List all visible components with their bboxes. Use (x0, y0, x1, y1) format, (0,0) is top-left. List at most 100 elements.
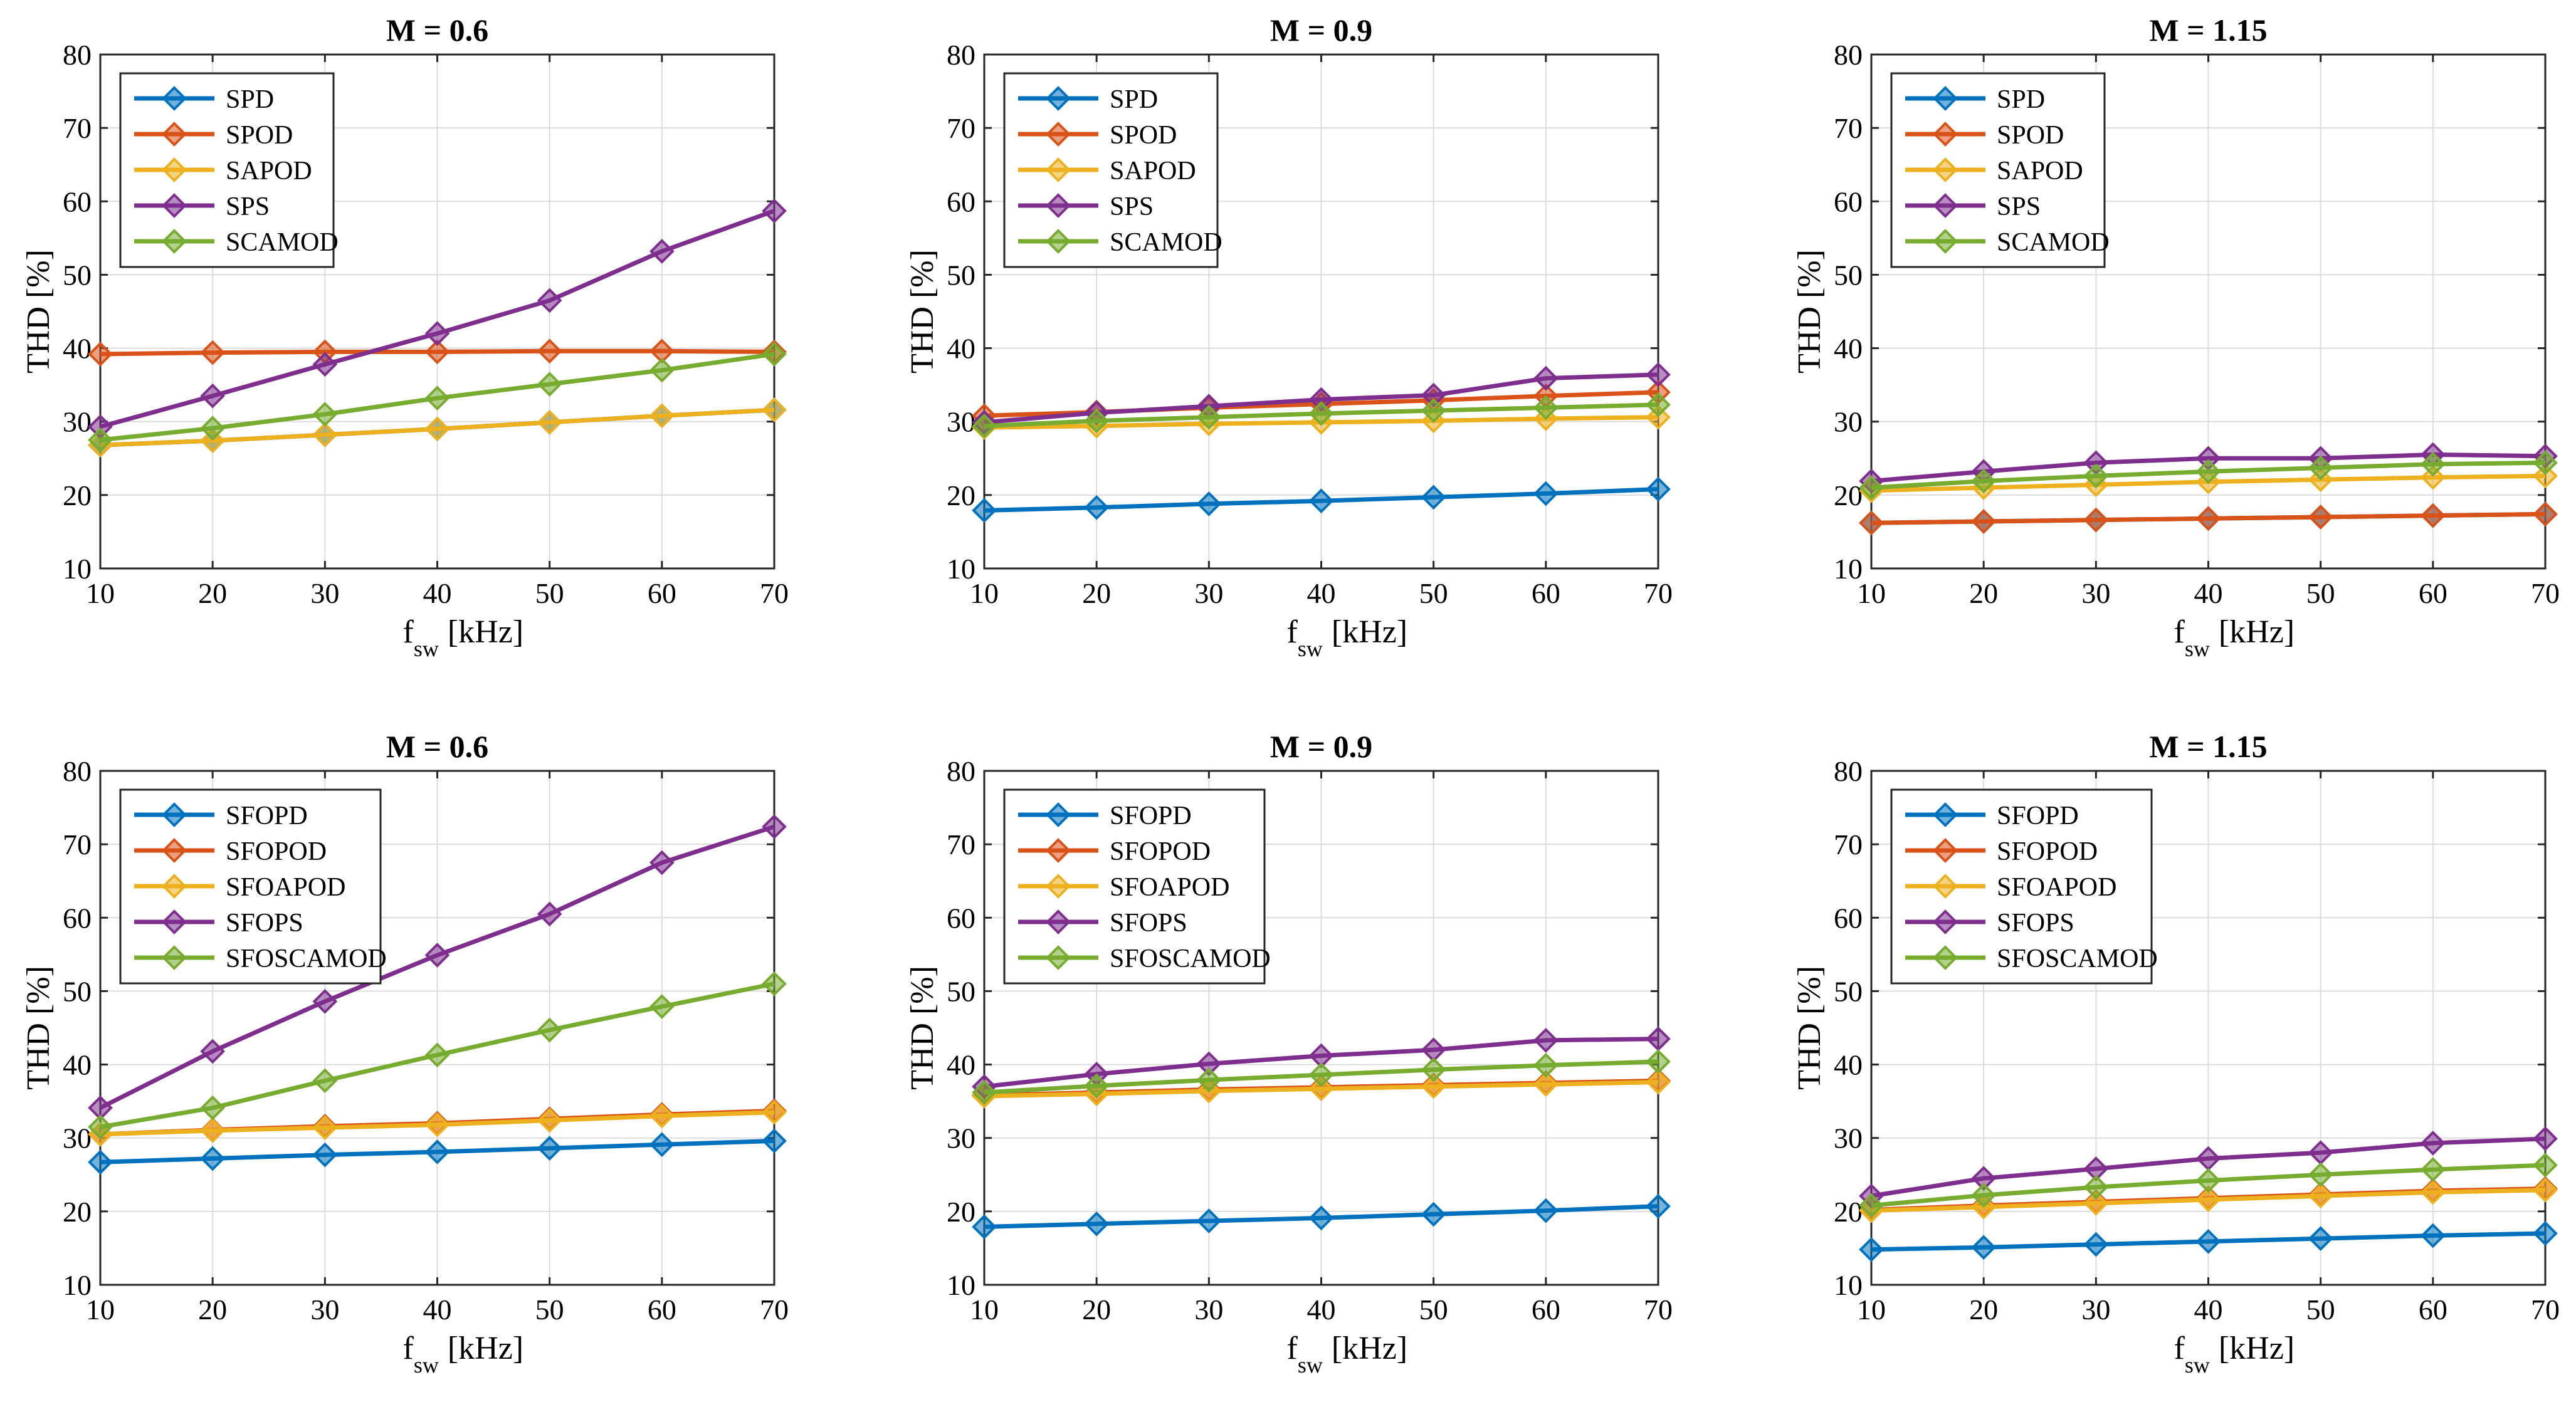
x-tick-label: 40 (2194, 1294, 2223, 1326)
y-tick-label: 70 (1834, 829, 1863, 861)
y-tick-label: 20 (63, 479, 92, 511)
x-tick-label: 30 (1194, 577, 1223, 609)
data-point-scamod (200, 416, 225, 441)
x-tick-label: 20 (198, 577, 227, 609)
legend-label-sfopd: SFOPD (1110, 802, 1192, 830)
x-axis-label-unit: [kHz] (2219, 1331, 2295, 1366)
x-axis-label-symbol: f (2174, 614, 2185, 650)
legend-swatch-marker (1933, 909, 1958, 934)
data-point-sfoscamod (1859, 1193, 1884, 1218)
data-point-spod (424, 339, 450, 365)
legend-label-sfops: SFOPS (1110, 909, 1187, 938)
x-tick-label: 30 (1194, 1294, 1223, 1326)
y-axis-label: THD [%] (21, 249, 56, 374)
x-tick-label: 50 (1419, 1294, 1448, 1326)
data-point-sfopd (2533, 1221, 2558, 1246)
series-sfoscamod (972, 1049, 1671, 1105)
x-tick-label: 10 (86, 1294, 115, 1326)
x-tick-label: 40 (1307, 1294, 1336, 1326)
data-point-scamod (1971, 468, 1996, 494)
legend-label-sfoscamod: SFOSCAMOD (1110, 944, 1271, 973)
data-point-spod (1859, 510, 1884, 536)
data-point-sfopd (2308, 1226, 2333, 1252)
y-tick-label: 50 (63, 975, 92, 1007)
legend-label-sps: SPS (1997, 192, 2041, 221)
data-point-sapod (649, 403, 675, 429)
data-point-sps (424, 321, 450, 346)
data-point-spod (1971, 509, 1996, 534)
y-tick-label: 40 (1834, 333, 1863, 365)
legend-swatch-marker (162, 86, 187, 111)
y-tick-label: 30 (63, 406, 92, 438)
legend-swatch-marker (162, 229, 187, 254)
x-axis-label-unit: [kHz] (448, 614, 523, 650)
data-point-sfoapod (649, 1103, 675, 1129)
data-point-spd (1084, 494, 1109, 520)
y-tick-label: 20 (947, 479, 975, 511)
data-point-sfoscamod (2421, 1157, 2446, 1182)
series-spod (1859, 501, 2558, 536)
data-point-scamod (1533, 395, 1559, 421)
data-point-sfoapod (537, 1107, 562, 1133)
legend-label-sfoapod: SFOAPOD (226, 873, 345, 902)
y-tick-label: 80 (947, 39, 975, 71)
data-point-sfoscamod (200, 1095, 225, 1121)
legend-label-spd: SPD (226, 85, 274, 114)
y-tick-label: 80 (63, 755, 92, 787)
legend-swatch-marker (1046, 945, 1071, 970)
legend-swatch-marker (162, 157, 187, 182)
legend-swatch-marker (162, 838, 187, 863)
y-tick-label: 70 (947, 112, 975, 144)
legend-swatch-marker (1046, 909, 1071, 934)
data-point-sfopd (2083, 1232, 2109, 1257)
y-tick-label: 60 (63, 902, 92, 934)
data-point-spod (2083, 507, 2109, 533)
x-tick-label: 10 (1857, 577, 1886, 609)
legend-label-sapod: SAPOD (1110, 157, 1196, 186)
legend-label-sfops: SFOPS (1997, 909, 2074, 938)
data-point-sfops (1533, 1028, 1559, 1053)
x-tick-label: 20 (1082, 577, 1111, 609)
x-tick-label: 70 (1644, 1294, 1673, 1326)
y-tick-label: 40 (1834, 1049, 1863, 1081)
data-point-scamod (2195, 459, 2221, 484)
data-point-scamod (2083, 463, 2109, 489)
x-axis-label: fsw [kHz] (403, 1331, 524, 1378)
legend: SPD SPOD SAPOD SPS SCAMOD (119, 72, 339, 268)
data-point-sfopd (649, 1132, 675, 1158)
y-tick-label: 40 (947, 1049, 975, 1081)
series-sfopd (1859, 1221, 2558, 1262)
chart-panel-2: 10 20 30 40 50 60 70 10 20 30 40 50 60 70 80 M = 0.9 THD… (905, 13, 1673, 661)
x-axis-label-subscript: sw (1298, 1352, 1323, 1378)
y-tick-label: 60 (1834, 902, 1863, 934)
x-tick-label: 10 (970, 1294, 999, 1326)
data-point-scamod (1196, 404, 1222, 430)
legend-label-spd: SPD (1110, 85, 1158, 114)
data-point-sapod (200, 428, 225, 453)
x-tick-label: 60 (2419, 1294, 2447, 1326)
x-tick-label: 40 (423, 577, 452, 609)
data-point-sfoscamod (1196, 1067, 1222, 1092)
legend-swatch-marker (1933, 86, 1958, 111)
data-point-sfops (537, 901, 562, 927)
series-sfopd (88, 1128, 787, 1175)
data-point-sfops (2533, 1126, 2558, 1151)
data-point-spod (2533, 501, 2558, 527)
data-point-sfoscamod (88, 1114, 113, 1139)
legend-swatch-marker (162, 122, 187, 147)
data-point-spd (972, 498, 997, 523)
y-tick-label: 80 (63, 39, 92, 71)
x-tick-label: 50 (2306, 577, 2335, 609)
x-tick-label: 10 (86, 577, 115, 609)
x-tick-label: 10 (970, 577, 999, 609)
x-axis-label: fsw [kHz] (1287, 1331, 1408, 1378)
legend-swatch-marker (1046, 802, 1071, 827)
x-tick-label: 60 (2419, 577, 2447, 609)
series-scamod (1859, 450, 2558, 500)
y-tick-label: 50 (947, 259, 975, 291)
data-point-sps (537, 288, 562, 313)
chart-title: M = 0.9 (1270, 729, 1372, 764)
y-tick-label: 40 (63, 333, 92, 365)
legend-swatch-marker (1046, 874, 1071, 899)
data-point-sfops (424, 943, 450, 968)
